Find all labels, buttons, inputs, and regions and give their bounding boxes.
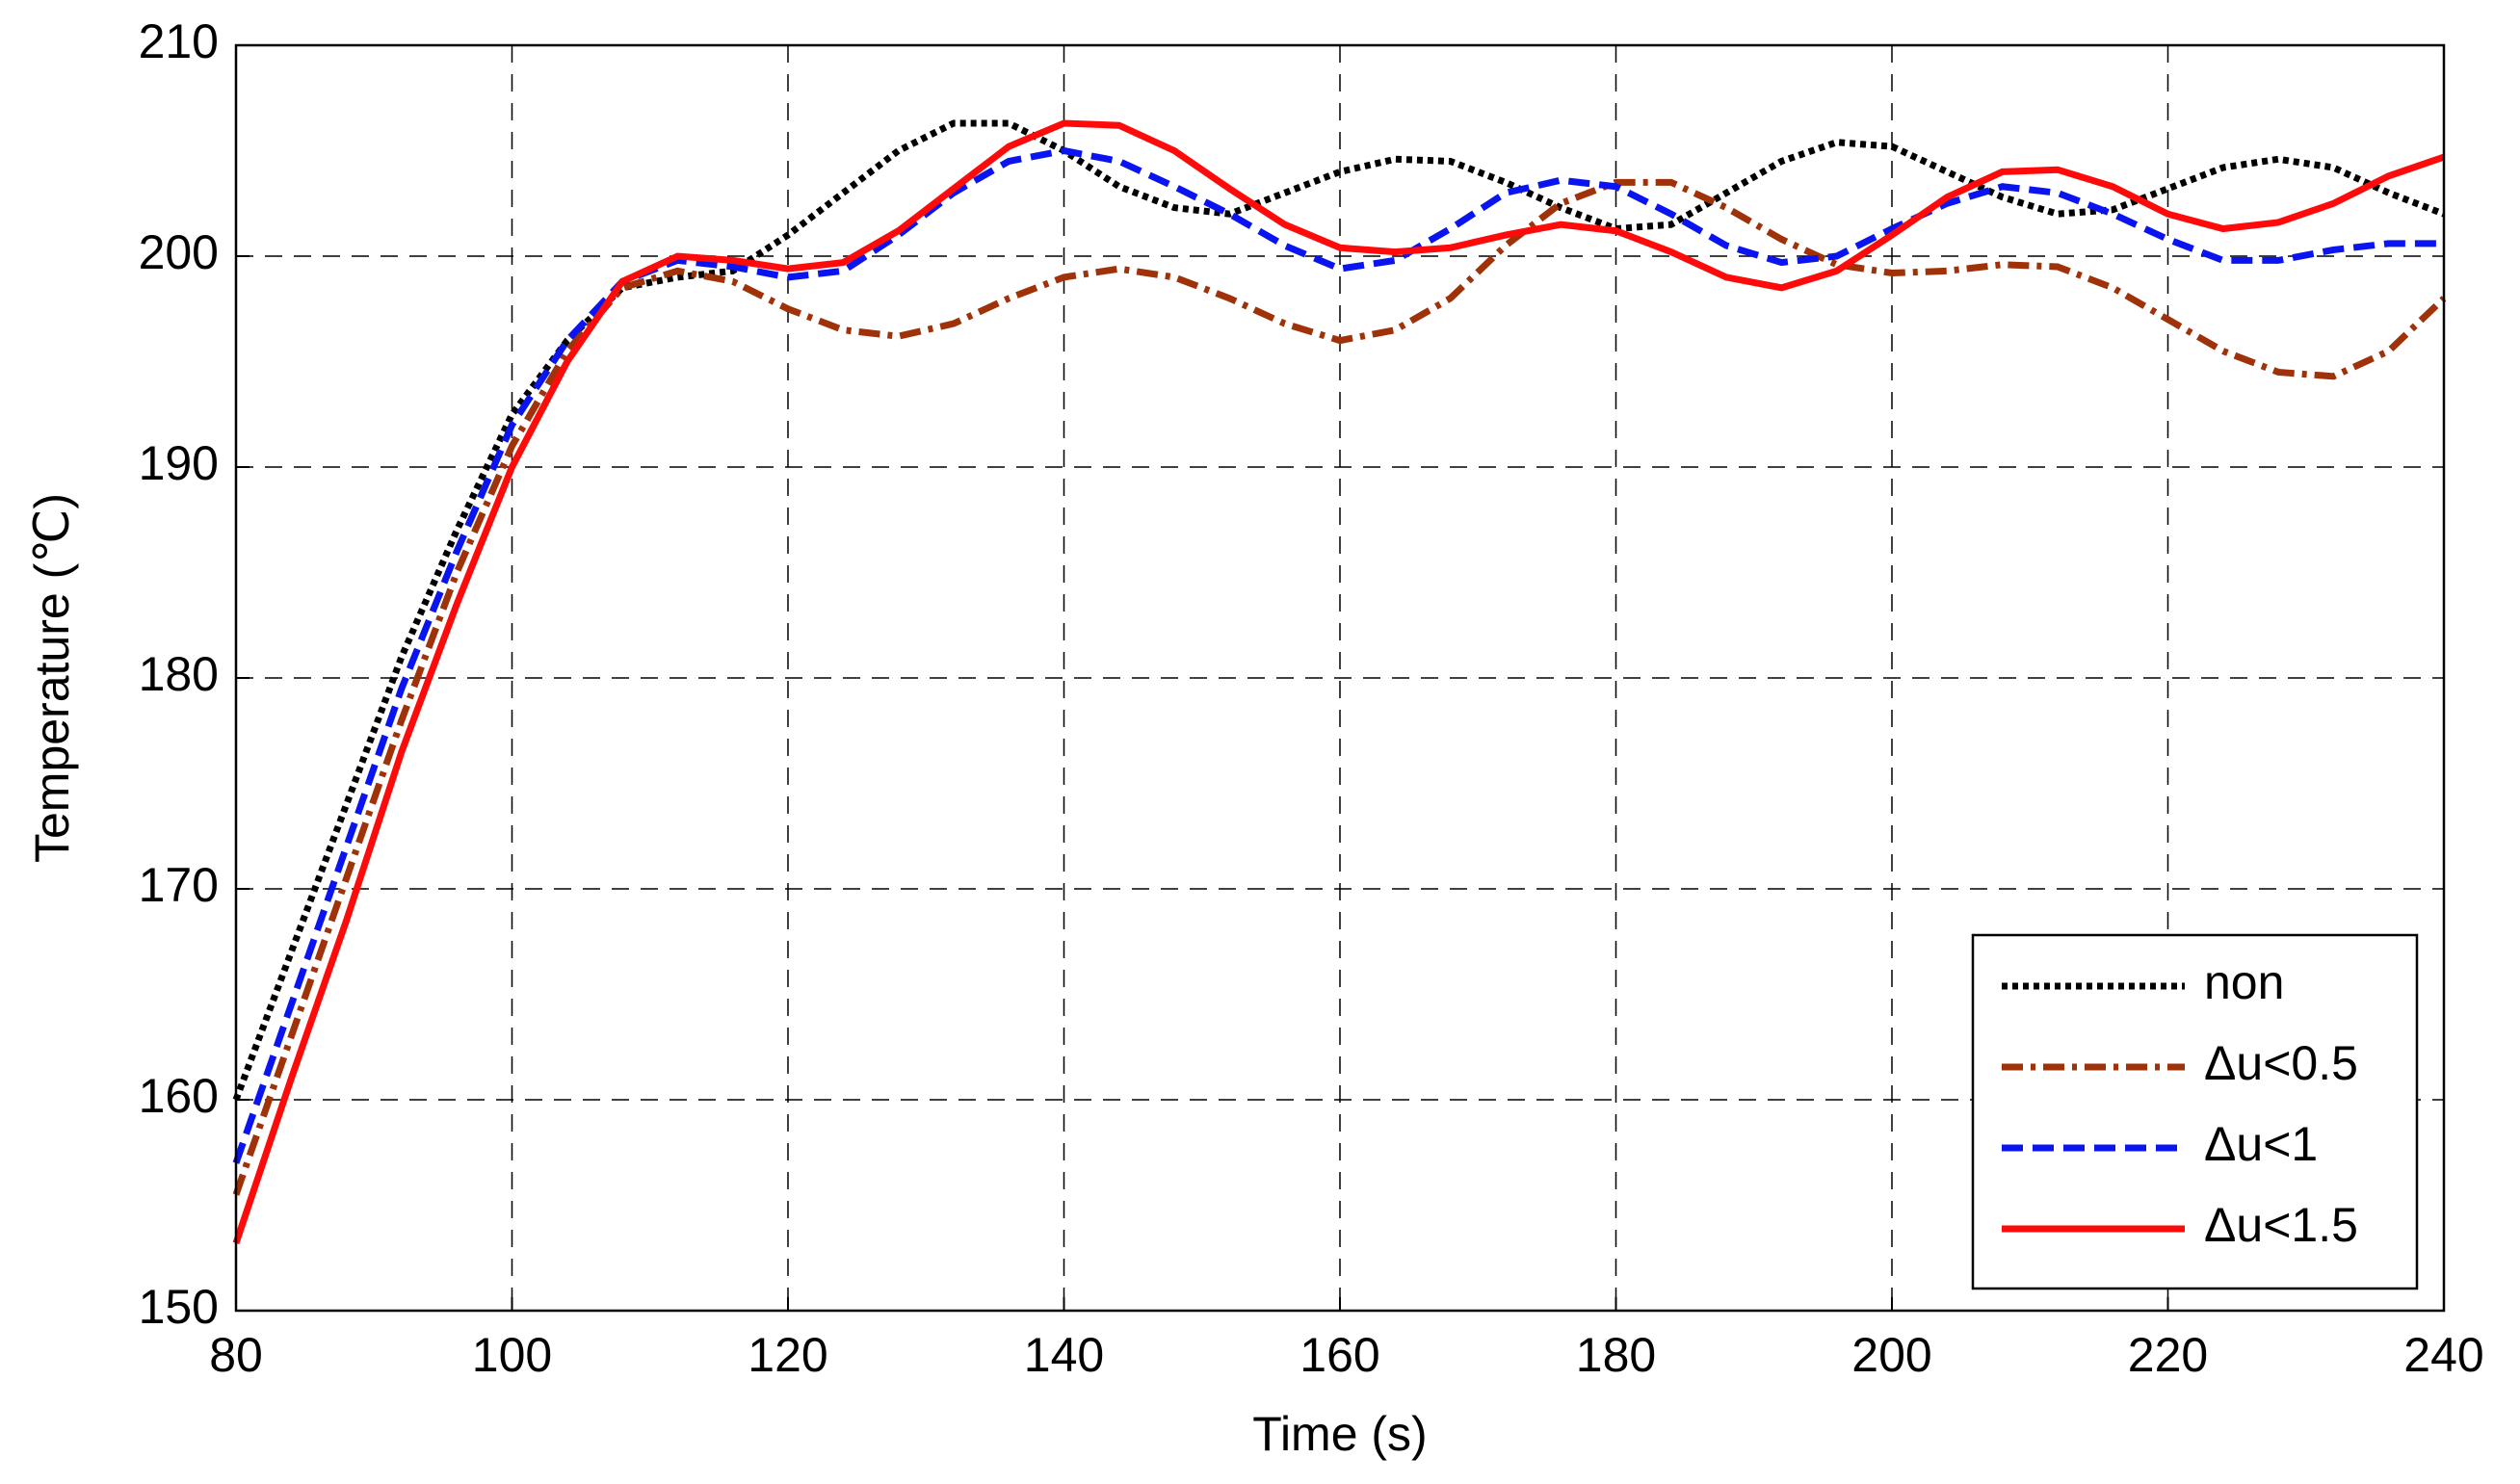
plot-frame: [234, 43, 2446, 1313]
x-tick-label: 100: [472, 1328, 552, 1382]
legend-label: non: [2204, 955, 2284, 1009]
x-axis-label: Time (s): [1252, 1407, 1427, 1461]
y-axis-label: Temperature (℃): [25, 493, 79, 863]
x-tick-label: 160: [1299, 1328, 1379, 1382]
y-tick-label: 180: [139, 647, 219, 701]
x-tick-label: 120: [748, 1328, 827, 1382]
y-tick-label: 200: [139, 225, 219, 279]
y-tick-label: 170: [139, 858, 219, 912]
legend-label: Δu<0.5: [2204, 1036, 2358, 1090]
x-tick-label: 80: [209, 1328, 263, 1382]
y-tick-label: 150: [139, 1280, 219, 1334]
series-line: [232, 119, 2446, 1245]
legend-label: Δu<1: [2204, 1117, 2318, 1171]
x-tick-label: 220: [2128, 1328, 2208, 1382]
legend-label: Δu<1.5: [2204, 1198, 2358, 1252]
series-line: [232, 146, 2444, 1164]
y-tick-label: 210: [139, 14, 219, 68]
x-tick-label: 180: [1576, 1328, 1656, 1382]
x-tick-label: 240: [2403, 1328, 2483, 1382]
x-tick-label: 200: [1851, 1328, 1931, 1382]
y-tick-label: 190: [139, 436, 219, 490]
y-tick-label: 160: [139, 1069, 219, 1123]
x-tick-label: 140: [1024, 1328, 1104, 1382]
